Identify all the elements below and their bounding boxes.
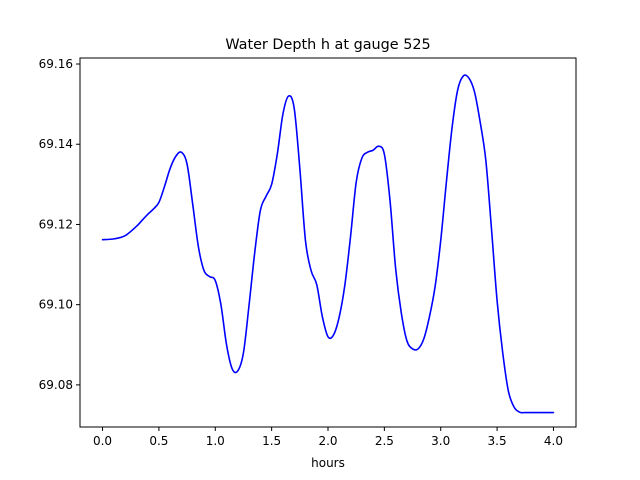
- chart-title: Water Depth h at gauge 525: [225, 37, 430, 53]
- plot-area: [80, 58, 576, 427]
- x-tick-label: 3.5: [488, 434, 507, 448]
- y-tick-label: 69.08: [39, 378, 73, 392]
- x-axis-label: hours: [311, 456, 345, 470]
- plot-frame: [79, 57, 577, 428]
- x-tick-label: 2.0: [318, 434, 337, 448]
- x-tick-label: 0.0: [93, 434, 112, 448]
- plot-clip-group: [101, 74, 555, 414]
- y-axis-ticks: 69.08 69.10 69.12 69.14 69.16: [39, 57, 80, 392]
- y-tick-label: 69.16: [39, 57, 73, 71]
- x-tick-label: 2.5: [375, 434, 394, 448]
- x-axis-ticks: 0.0 0.5 1.0 1.5 2.0 2.5 3.0 3.5 4.0: [93, 427, 563, 448]
- y-tick-label: 69.10: [39, 298, 73, 312]
- x-tick-label: 0.5: [149, 434, 168, 448]
- y-tick-label: 69.12: [39, 217, 73, 231]
- depth-series-line: [101, 74, 555, 414]
- x-tick-label: 3.0: [431, 434, 450, 448]
- x-tick-label: 1.0: [206, 434, 225, 448]
- x-tick-label: 4.0: [544, 434, 563, 448]
- y-tick-label: 69.14: [39, 137, 73, 151]
- x-tick-label: 1.5: [262, 434, 281, 448]
